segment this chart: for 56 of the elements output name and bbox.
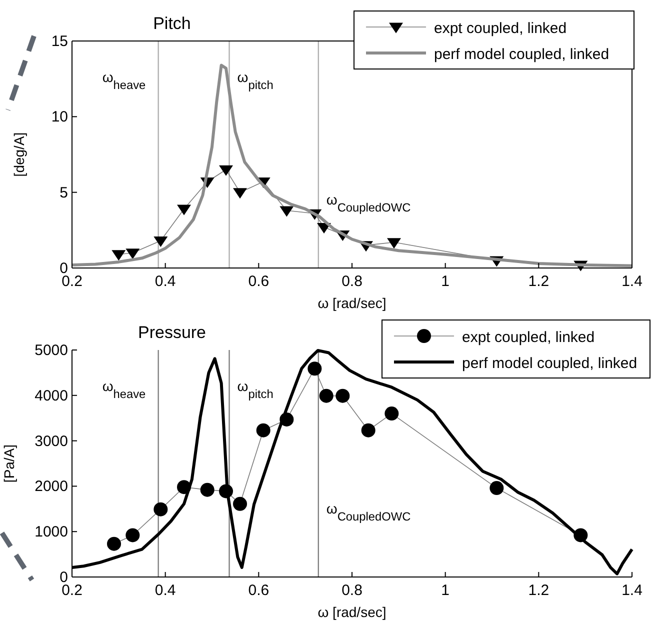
- point: [233, 496, 247, 511]
- point: [126, 248, 140, 260]
- ref-line-label: ω$_{heave}$: [102, 68, 146, 92]
- x-tick-label: 0.6: [248, 582, 270, 599]
- y-tick-label: 1000: [34, 524, 68, 541]
- x-tick-label: 0.4: [154, 582, 176, 599]
- point: [387, 238, 401, 249]
- y-axis-title: [deg/A]: [11, 132, 27, 177]
- y-tick-label: 4000: [34, 387, 68, 404]
- point: [361, 423, 376, 438]
- x-tick-label: 1.4: [622, 582, 642, 599]
- x-tick-label: 1.4: [622, 273, 642, 290]
- y-tick-label: 3000: [34, 432, 68, 450]
- x-axis-title: ω [rad/sec]: [318, 295, 386, 311]
- x-tick-label: 0.4: [154, 273, 176, 290]
- y-tick-label: 10: [51, 108, 68, 126]
- point: [319, 388, 334, 403]
- x-tick-label: 0.8: [342, 273, 362, 290]
- point: [154, 236, 168, 248]
- y-tick-label: 15: [51, 33, 68, 50]
- ref-line-label: ω$_{heave}$: [102, 378, 146, 401]
- legend-label: expt coupled, linked: [434, 20, 567, 37]
- y-tick-label: 5: [60, 184, 68, 202]
- point: [107, 536, 121, 551]
- legend-label: expt coupled, linked: [462, 329, 595, 346]
- y-tick-label: 5000: [34, 342, 68, 359]
- ref-line-label: ω$_{pitch}$: [237, 378, 274, 401]
- y-axis-title: [Pa/A]: [1, 444, 17, 483]
- chart-title: Pressure: [138, 323, 206, 342]
- x-tick-label: 0.6: [248, 273, 270, 290]
- y-tick-label: 2000: [34, 478, 68, 496]
- point: [112, 250, 126, 261]
- x-tick-label: 1: [441, 582, 450, 599]
- point: [200, 482, 214, 497]
- x-axis-title: ω [rad/sec]: [318, 604, 386, 620]
- ref-line-label: ω$_{CoupledOWC}$: [326, 191, 412, 214]
- legend-label: perf model coupled, linked: [462, 355, 638, 372]
- point: [384, 406, 399, 421]
- ref-line-label: ω$_{pitch}$: [237, 68, 274, 92]
- x-tick-label: 1.2: [528, 582, 550, 599]
- point: [219, 165, 233, 176]
- x-tick-label: 1: [441, 273, 450, 290]
- x-tick-label: 0.8: [342, 582, 362, 599]
- point: [126, 528, 140, 542]
- point: [308, 362, 322, 376]
- point: [490, 481, 504, 496]
- point: [177, 204, 191, 216]
- x-tick-label: 1.2: [528, 273, 550, 290]
- legend-label: perf model coupled, linked: [434, 46, 610, 63]
- chart-title: Pitch: [153, 14, 191, 33]
- point: [154, 502, 168, 516]
- point: [280, 206, 294, 217]
- ref-line-label: ω$_{CoupledOWC}$: [326, 500, 412, 524]
- point: [256, 423, 270, 438]
- point: [233, 188, 247, 199]
- point: [336, 388, 350, 403]
